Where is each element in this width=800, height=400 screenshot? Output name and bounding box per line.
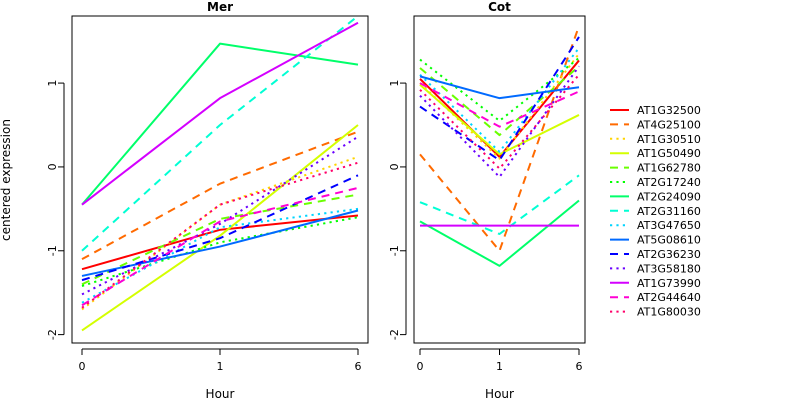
legend-label-at2g31160: AT2G31160 [637,205,701,218]
y-tick-label-mer-1: 1 [46,80,59,87]
y-tick-label-cot-0: 0 [388,163,401,170]
y-tick-label-cot--1: -1 [388,245,401,256]
legend-label-at1g73990: AT1G73990 [637,277,701,290]
y-axis-title: centered expression [0,119,13,241]
x-tick-label-cot-0: 0 [417,360,424,373]
series-at4g25100-cot [419,25,580,252]
panel-mer: Mer 0 1 6 -2 -1 0 1 Hour [46,0,369,400]
y-tick-label-mer-0: 0 [46,163,59,170]
series-at2g44640-cot [419,82,580,128]
series-at1g80030-cot [419,74,580,170]
series-at2g31160-mer [81,15,359,252]
legend-label-at3g47650: AT3G47650 [637,219,701,232]
legend-label-at1g80030: AT1G80030 [637,306,701,319]
legend-label-at1g50490: AT1G50490 [637,147,701,160]
series-at2g36230-mer [81,174,359,282]
x-tick-label-mer-0: 0 [79,360,86,373]
series-at1g30510-cot [419,53,580,160]
series-at1g32500-cot [419,59,580,158]
x-tick-label-cot-6: 6 [576,360,583,373]
series-at4g25100-mer [81,130,359,261]
y-tick-label-mer--1: -1 [46,245,59,256]
x-tick-label-cot-1: 1 [496,360,503,373]
legend-label-at4g25100: AT4G25100 [637,118,701,131]
legend-label-at2g24090: AT2G24090 [637,190,701,203]
legend-label-at1g62780: AT1G62780 [637,162,701,175]
legend-label-at2g17240: AT2G17240 [637,176,701,189]
legend-label-at1g30510: AT1G30510 [637,133,701,146]
x-axis-title-cot: Hour [485,387,514,400]
series-at2g44640-mer [81,186,359,307]
legend-label-at5g08610: AT5G08610 [637,234,701,247]
series-at2g36230-cot [419,36,580,162]
legend-label-at2g44640: AT2G44640 [637,291,701,304]
y-tick-label-cot-1: 1 [388,80,401,87]
series-at1g50490-mer [81,124,359,332]
series-at3g58180-mer [81,135,359,296]
legend-label-at3g58180: AT3G58180 [637,262,701,275]
x-axis-title-mer: Hour [206,387,235,400]
y-tick-label-mer--2: -2 [46,329,59,340]
series-at1g73990-mer [81,21,359,206]
series-at1g32500-mer [81,214,359,271]
panel-cot: Cot 0 1 6 -2 -1 0 1 Hour [388,0,586,400]
series-at1g30510-mer [81,155,359,311]
series-at3g47650-cot [419,47,580,153]
x-tick-label-mer-1: 1 [217,360,224,373]
panel-title-mer: Mer [207,0,233,14]
series-at5g08610-cot [419,75,580,100]
y-tick-label-cot--2: -2 [388,329,401,340]
panel-frame-mer [71,15,369,344]
series-at2g31160-cot [419,174,580,235]
legend-label-at1g32500: AT1G32500 [637,104,701,117]
series-at2g24090-mer [81,42,359,206]
panel-title-cot: Cot [488,0,511,14]
legend-label-at2g36230: AT2G36230 [637,248,701,261]
series-at2g17240-mer [81,216,359,287]
series-at1g62780-cot [419,65,580,137]
x-tick-label-mer-6: 6 [355,360,362,373]
series-at2g24090-cot [419,199,580,267]
series-at2g17240-cot [419,57,580,122]
series-at3g47650-mer [81,207,359,304]
series-at1g50490-cot [419,84,580,156]
